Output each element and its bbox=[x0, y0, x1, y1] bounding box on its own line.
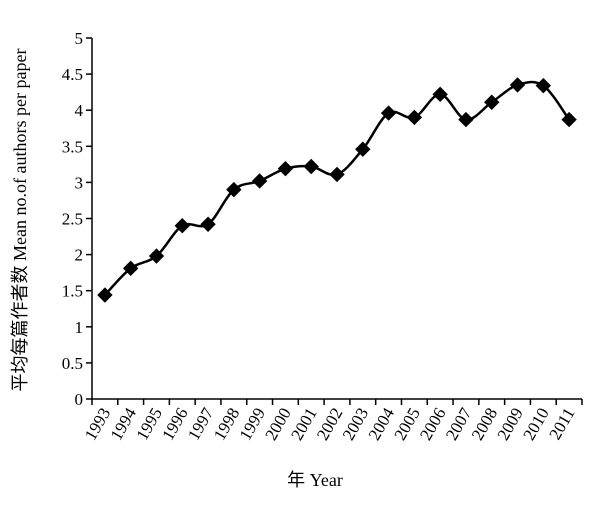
data-point-marker bbox=[148, 248, 165, 264]
y-tick-label: 2 bbox=[75, 246, 84, 265]
y-tick-label: 3 bbox=[75, 173, 84, 192]
data-point-marker bbox=[380, 105, 397, 121]
y-tick-label: 2.5 bbox=[62, 210, 83, 229]
data-point-marker bbox=[432, 86, 448, 103]
data-point-marker bbox=[406, 109, 423, 126]
data-point-marker bbox=[226, 181, 242, 198]
x-tick-label: 2007 bbox=[442, 404, 476, 443]
data-point-marker bbox=[303, 158, 319, 175]
data-point-marker bbox=[458, 111, 474, 128]
x-tick-label: 2008 bbox=[468, 404, 501, 443]
chart-axes bbox=[91, 38, 582, 400]
x-tick-label: 2011 bbox=[545, 405, 578, 443]
x-tick-label: 2002 bbox=[313, 405, 346, 444]
x-tick-label: 2006 bbox=[416, 405, 449, 444]
data-point-marker bbox=[251, 173, 268, 189]
y-tick-label: 1 bbox=[75, 318, 84, 337]
x-tick-label: 1996 bbox=[158, 405, 191, 444]
x-tick-label: 1995 bbox=[132, 405, 165, 444]
x-tick-label: 2000 bbox=[261, 405, 294, 444]
data-point-marker bbox=[355, 141, 371, 157]
y-tick-label: 0.5 bbox=[62, 354, 83, 373]
data-point-marker bbox=[509, 77, 526, 93]
data-point-marker bbox=[535, 77, 552, 94]
series-line bbox=[103, 80, 571, 296]
x-tick-label: 2010 bbox=[519, 405, 552, 444]
x-tick-label: 1994 bbox=[107, 404, 141, 443]
data-point-marker bbox=[277, 160, 294, 177]
x-tick-label: 1999 bbox=[236, 405, 269, 444]
y-tick-label: 5 bbox=[75, 29, 84, 48]
x-tick-label: 1997 bbox=[184, 404, 218, 443]
data-point-marker bbox=[200, 216, 216, 232]
x-axis-title: 年 Year bbox=[287, 470, 343, 490]
data-point-marker bbox=[561, 111, 577, 128]
x-tick-label: 2001 bbox=[287, 405, 320, 444]
x-tick-label: 1998 bbox=[210, 405, 243, 444]
x-tick-label: 1993 bbox=[81, 405, 114, 444]
data-point-marker bbox=[122, 260, 139, 277]
x-tick-label: 2004 bbox=[365, 404, 399, 443]
x-tick-label: 2009 bbox=[494, 405, 527, 444]
y-tick-label: 1.5 bbox=[62, 282, 83, 301]
y-tick-label: 3.5 bbox=[62, 137, 83, 156]
data-point-marker bbox=[97, 287, 113, 303]
data-point-marker bbox=[484, 94, 500, 110]
x-axis-ticks: 1993199419951996199719981999200020012002… bbox=[81, 399, 583, 444]
data-point-marker bbox=[329, 166, 345, 183]
y-axis-ticks: 0 0.5 1 1.5 2 2.5 3 3.5 4 4.5 5 bbox=[62, 29, 92, 409]
series-markers bbox=[97, 77, 577, 303]
y-tick-label: 0 bbox=[75, 390, 84, 409]
x-tick-label: 2005 bbox=[390, 405, 423, 444]
y-tick-label: 4.5 bbox=[62, 65, 83, 84]
data-point-marker bbox=[174, 218, 190, 234]
y-axis-title: 平均每篇作者数 Mean no.of authors per paper bbox=[10, 49, 30, 392]
y-tick-label: 4 bbox=[75, 101, 84, 120]
x-tick-label: 2003 bbox=[339, 405, 372, 444]
